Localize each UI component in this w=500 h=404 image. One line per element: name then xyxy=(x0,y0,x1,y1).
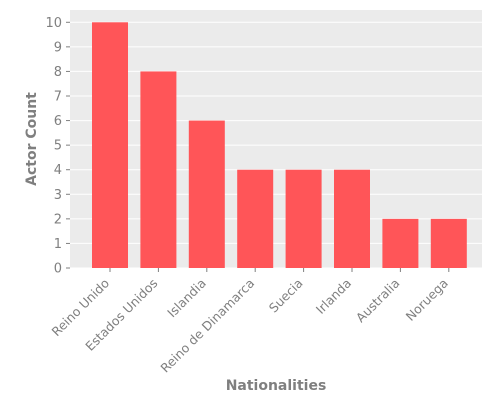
y-tick-label: 2 xyxy=(54,212,62,227)
bar-irlanda xyxy=(334,169,370,268)
x-axis-title: Nationalities xyxy=(226,378,327,394)
y-tick-label: 5 xyxy=(54,139,62,154)
y-tick-label: 10 xyxy=(45,16,62,31)
y-tick-label: 6 xyxy=(54,114,62,129)
bar-australia xyxy=(382,218,419,268)
bar-islandia xyxy=(188,120,225,268)
bar-reino-de-dinamarca xyxy=(237,169,274,268)
bar-reino-unido xyxy=(92,22,128,268)
y-tick-label: 7 xyxy=(54,90,62,105)
x-tick-label: Australia xyxy=(353,276,403,326)
x-tick-label: Irlanda xyxy=(313,276,354,317)
bars xyxy=(92,22,467,268)
y-tick-label: 3 xyxy=(54,188,62,203)
bar-noruega xyxy=(430,218,467,268)
y-tick-label: 4 xyxy=(54,163,62,178)
x-tick-label: Islandia xyxy=(164,276,209,321)
bar-estados-unidos xyxy=(140,71,177,268)
x-tick-label: Suecia xyxy=(266,276,306,316)
y-axis-ticks: 0 1 2 3 4 5 6 7 8 9 10 xyxy=(45,16,70,277)
y-tick-label: 1 xyxy=(54,237,62,252)
plot-panel xyxy=(70,10,482,268)
grid-lines xyxy=(70,21,482,269)
y-axis-title: Actor Count xyxy=(24,92,40,186)
y-tick-label: 0 xyxy=(54,262,62,277)
bar-suecia xyxy=(285,169,322,268)
x-tick-label: Noruega xyxy=(403,276,451,324)
x-tick-label: Reino de Dinamarca xyxy=(157,276,257,376)
y-tick-label: 8 xyxy=(54,65,62,80)
y-tick-label: 9 xyxy=(54,40,62,55)
